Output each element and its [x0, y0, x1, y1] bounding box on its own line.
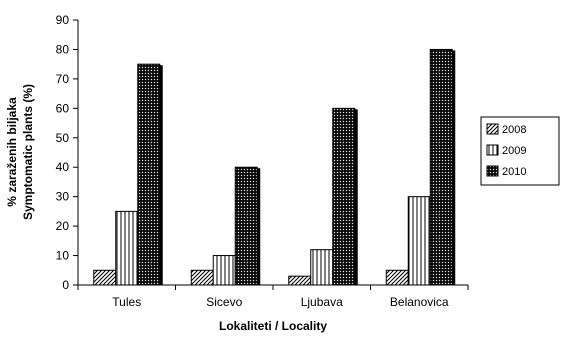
y-tick-label: 20	[56, 219, 70, 233]
bar-2008-sicevo	[190, 269, 214, 286]
bar-2010-belanovica	[429, 48, 453, 286]
bar-2009-ljubava	[310, 249, 334, 286]
bars-group	[93, 48, 456, 286]
y-tick-label: 50	[56, 131, 70, 145]
x-category-label: Tules	[112, 295, 141, 309]
y-tick-label: 0	[62, 278, 69, 292]
legend-swatch-2008	[486, 123, 499, 135]
bar-shadow	[159, 65, 163, 286]
x-axis-categories: Tules Sicevo Ljubava Belanovica	[77, 285, 469, 309]
y-tick-label: 60	[56, 101, 70, 115]
legend-label-2008: 2008	[502, 124, 526, 136]
x-category-label: Ljubava	[301, 295, 343, 309]
y-tick-label: 30	[56, 190, 70, 204]
x-axis-title: Lokaliteti / Locality	[219, 319, 327, 333]
y-tick-label: 90	[56, 13, 70, 27]
y-axis-ticks: 0 10 20 30 40 50 60 70 80 90	[56, 13, 78, 292]
y-axis-title-line1: % zaraženih biljaka	[5, 97, 19, 207]
legend-swatch-2009	[486, 144, 499, 156]
y-tick-label: 80	[56, 42, 70, 56]
legend-label-2009: 2009	[502, 145, 526, 157]
bar-2010-ljubava	[332, 107, 356, 286]
bar-2008-ljubava	[288, 275, 312, 286]
legend-swatch-2010	[486, 165, 499, 177]
bar-2009-tules	[115, 210, 139, 286]
y-tick-label: 40	[56, 160, 70, 174]
bar-2010-sicevo	[234, 166, 258, 286]
bar-2008-tules	[93, 269, 117, 286]
bar-shadow	[354, 109, 358, 285]
bar-shadow	[452, 50, 456, 285]
bar-shadow	[257, 168, 261, 285]
bar-2008-belanovica	[385, 269, 409, 286]
bar-2009-belanovica	[407, 196, 431, 286]
x-category-label: Belanovica	[390, 295, 449, 309]
y-tick-label: 10	[56, 249, 70, 263]
bar-2009-sicevo	[212, 255, 236, 286]
x-category-label: Sicevo	[206, 295, 242, 309]
legend-label-2010: 2010	[502, 166, 526, 178]
legend: 2008 2009 2010	[480, 116, 560, 186]
y-tick-label: 70	[56, 72, 70, 86]
bar-2010-tules	[137, 63, 161, 286]
y-axis-title-line2: Symptomatic plants (%)	[21, 84, 35, 220]
